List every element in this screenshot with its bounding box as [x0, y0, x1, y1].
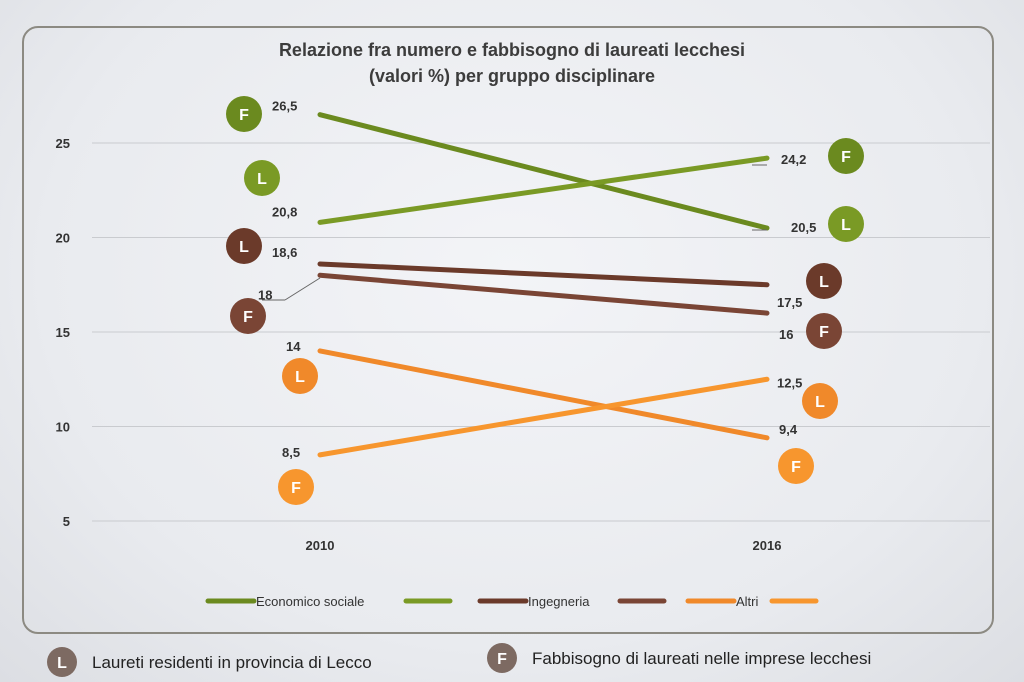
series-line: [317, 155, 770, 225]
marker-badge: [278, 469, 314, 505]
data-label: 26,5: [272, 99, 297, 114]
series-line: [317, 348, 770, 441]
marker-letter: F: [243, 309, 253, 326]
x-tick-label: 2010: [306, 538, 335, 553]
footer-f-text: Fabbisogno di laureati nelle imprese lec…: [532, 649, 871, 668]
marker-letter: L: [819, 274, 829, 291]
footer-l-letter: L: [57, 655, 67, 672]
legend-label: Altri: [736, 594, 759, 609]
marker-badge: [806, 313, 842, 349]
marker-badge: [828, 206, 864, 242]
marker-letter: L: [257, 171, 267, 188]
series-line: [317, 376, 770, 458]
y-tick-label: 5: [63, 514, 70, 529]
marker-letter: L: [295, 369, 305, 386]
marker-letter: F: [239, 107, 249, 124]
marker-badge: [828, 138, 864, 174]
x-tick-label: 2016: [753, 538, 782, 553]
series-layer: [317, 112, 770, 458]
legend-label: Ingegneria: [528, 594, 590, 609]
marker-letter: F: [291, 480, 301, 497]
footer-f-letter: F: [497, 651, 507, 668]
marker-badge: [806, 263, 842, 299]
marker-letter: F: [819, 324, 829, 341]
data-label: 9,4: [779, 422, 798, 437]
data-label: 17,5: [777, 295, 802, 310]
footer-l-badge: [47, 647, 77, 677]
footer-key: L Laureti residenti in provincia di Lecc…: [47, 643, 871, 677]
series-line: [317, 272, 770, 316]
data-label: 20,8: [272, 204, 297, 219]
data-label: 18: [258, 287, 272, 302]
marker-badge: [230, 298, 266, 334]
chart-subtitle: (valori %) per gruppo disciplinare: [369, 66, 655, 86]
footer-l-text: Laureti residenti in provincia di Lecco: [92, 653, 372, 672]
marker-letter: L: [815, 394, 825, 411]
series-line: [317, 112, 770, 231]
grid-layer: 25 20 15 10 5 2010 2016: [56, 136, 990, 553]
data-label: 16: [779, 327, 793, 342]
data-label: 18,6: [272, 245, 297, 260]
legend-label: Economico sociale: [256, 594, 364, 609]
data-label: 24,2: [781, 152, 806, 167]
series-line: [317, 261, 770, 288]
marker-letter: L: [841, 217, 851, 234]
labels-layer: 26,5 20,5 20,8 24,2 18,6 17,5 18 16 14 9,4 8,5 12,5: [258, 99, 816, 460]
footer-f-badge: [487, 643, 517, 673]
marker-letter: F: [841, 149, 851, 166]
y-tick-label: 10: [56, 420, 70, 435]
marker-badge: [802, 383, 838, 419]
marker-letter: L: [239, 239, 249, 256]
data-label: 14: [286, 339, 301, 354]
marker-badge: [226, 228, 262, 264]
marker-badge: [226, 96, 262, 132]
y-tick-label: 15: [56, 325, 70, 340]
y-tick-label: 20: [56, 231, 70, 246]
y-tick-label: 25: [56, 136, 70, 151]
marker-letter: F: [791, 459, 801, 476]
data-label: 8,5: [282, 445, 300, 460]
badges-layer: F F L L L L F F L L F F: [226, 96, 864, 505]
leader-line: [284, 277, 321, 301]
data-label: 12,5: [777, 375, 802, 390]
legend: Economico sociale Ingegneria Altri: [205, 594, 819, 609]
chart-title: Relazione fra numero e fabbisogno di lau…: [279, 40, 745, 60]
marker-badge: [244, 160, 280, 196]
marker-badge: [778, 448, 814, 484]
chart-frame: [22, 26, 994, 634]
marker-badge: [282, 358, 318, 394]
data-label: 20,5: [791, 220, 816, 235]
